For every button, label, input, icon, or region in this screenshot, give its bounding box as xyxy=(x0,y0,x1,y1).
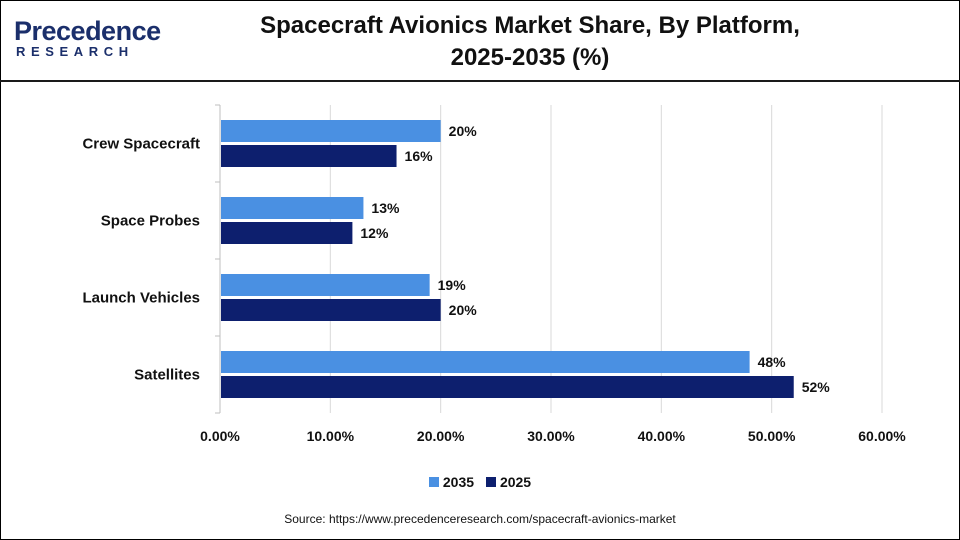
legend-swatch-2025 xyxy=(485,477,496,487)
precedence-research-logo: Precedence RESEARCH xyxy=(14,16,164,64)
bar-2035 xyxy=(221,197,364,219)
data-label: 19% xyxy=(438,277,467,293)
category-label: Crew Spacecraft xyxy=(82,136,200,153)
bar-chart: Crew Spacecraft 20% 16% Space Probes 13% 12% L… xyxy=(82,104,906,444)
logo-subtitle: RESEARCH xyxy=(16,44,134,59)
bar-2025 xyxy=(221,376,794,398)
legend-label-2025: 2025 xyxy=(499,474,532,490)
legend-label-2035: 2035 xyxy=(442,474,475,490)
data-label: 12% xyxy=(360,225,389,241)
bar-2035 xyxy=(221,274,430,296)
x-tick-label: 20.00% xyxy=(417,428,465,444)
header: Precedence RESEARCH Spacecraft Avionics … xyxy=(0,0,960,82)
category-label: Space Probes xyxy=(101,213,200,230)
x-tick-label: 40.00% xyxy=(638,428,686,444)
source-note: Source: https://www.precedenceresearch.c… xyxy=(284,512,676,526)
chart-legend: 2035 2025 xyxy=(0,474,960,490)
data-label: 48% xyxy=(758,354,787,370)
bar-2025 xyxy=(221,145,397,167)
chart-title-line-1: Spacecraft Avionics Market Share, By Pla… xyxy=(260,12,800,39)
bar-2025 xyxy=(221,299,441,321)
bar-2035 xyxy=(221,120,441,142)
bar-2035 xyxy=(221,351,750,373)
logo-wordmark: Precedence xyxy=(14,16,161,46)
x-tick-label: 50.00% xyxy=(748,428,796,444)
data-label: 13% xyxy=(371,200,400,216)
data-label: 16% xyxy=(405,148,434,164)
category-label: Satellites xyxy=(134,367,200,384)
category-label: Launch Vehicles xyxy=(82,290,200,307)
x-tick-label: 10.00% xyxy=(307,428,355,444)
chart-title: Spacecraft Avionics Market Share, By Pla… xyxy=(200,10,860,74)
data-label: 20% xyxy=(449,302,478,318)
legend-item-2025: 2025 xyxy=(485,474,532,490)
x-tick-label: 30.00% xyxy=(527,428,575,444)
data-label: 52% xyxy=(802,379,831,395)
chart-title-line-2: 2025-2035 (%) xyxy=(450,44,610,71)
x-tick-label: 0.00% xyxy=(200,428,240,444)
legend-item-2035: 2035 xyxy=(428,474,475,490)
bar-2025 xyxy=(221,222,353,244)
legend-swatch-2035 xyxy=(428,477,439,487)
data-label: 20% xyxy=(449,123,478,139)
x-tick-label: 60.00% xyxy=(858,428,906,444)
